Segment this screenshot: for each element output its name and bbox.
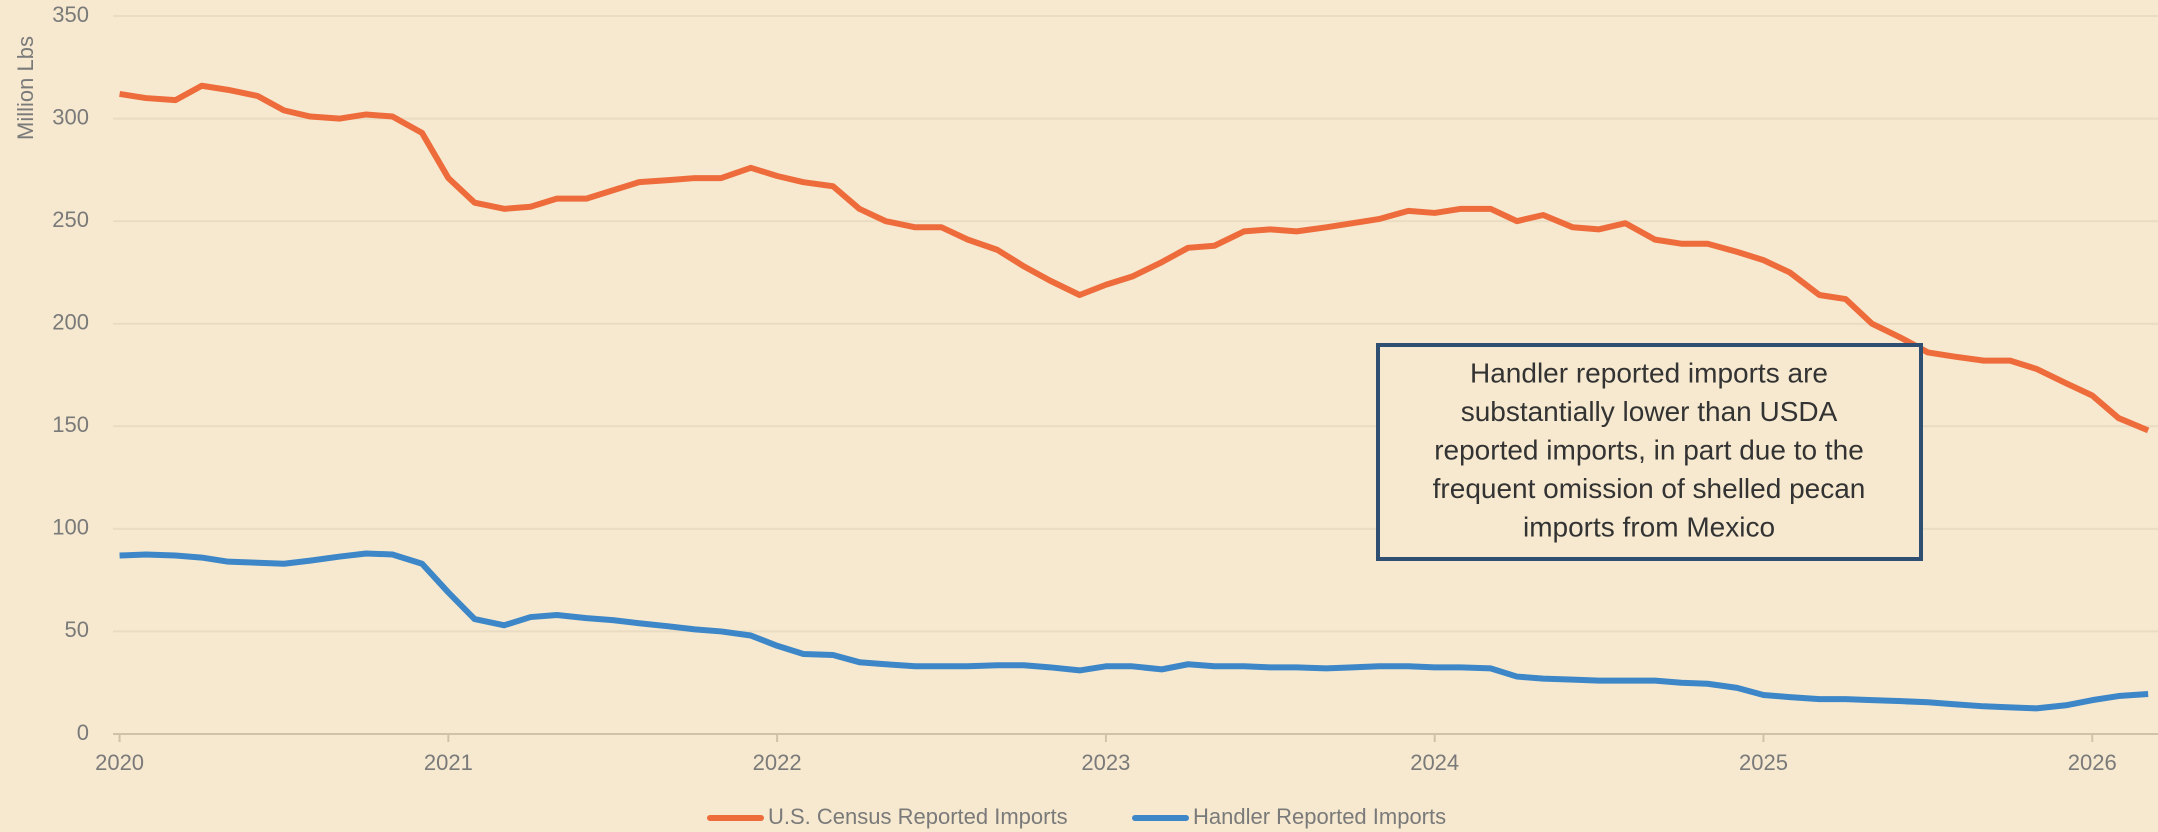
y-tick-label: 150 [52, 412, 89, 437]
y-tick-label: 250 [52, 207, 89, 232]
y-tick-label: 0 [77, 720, 89, 745]
legend-label: U.S. Census Reported Imports [768, 804, 1068, 829]
x-tick-label: 2025 [1739, 750, 1788, 775]
annotation-text: frequent omission of shelled pecan [1433, 473, 1866, 504]
y-tick-label: 100 [52, 515, 89, 540]
annotation-box [1376, 343, 1923, 561]
x-tick-label: 2021 [424, 750, 473, 775]
data-line [119, 82, 2150, 434]
annotation-text: reported imports, in part due to the [1434, 434, 1864, 465]
annotation-text: substantially lower than USDA [1461, 396, 1838, 427]
y-tick-label: 50 [65, 617, 89, 642]
x-tick-label: 2023 [1081, 750, 1130, 775]
x-tick-label: 2022 [753, 750, 802, 775]
x-tick-label: 2026 [2068, 750, 2117, 775]
y-tick-label: 300 [52, 104, 89, 129]
legend-label: Handler Reported Imports [1193, 804, 1446, 829]
annotation-text: imports from Mexico [1523, 511, 1775, 542]
data-line [119, 550, 2149, 712]
y-tick-label: 350 [52, 2, 89, 27]
x-tick-label: 2020 [95, 750, 144, 775]
y-tick-label: 200 [52, 310, 89, 335]
x-tick-label: 2024 [1410, 750, 1459, 775]
annotation-text: Handler reported imports are [1470, 357, 1828, 388]
y-axis-title: Million Lbs [13, 36, 38, 140]
